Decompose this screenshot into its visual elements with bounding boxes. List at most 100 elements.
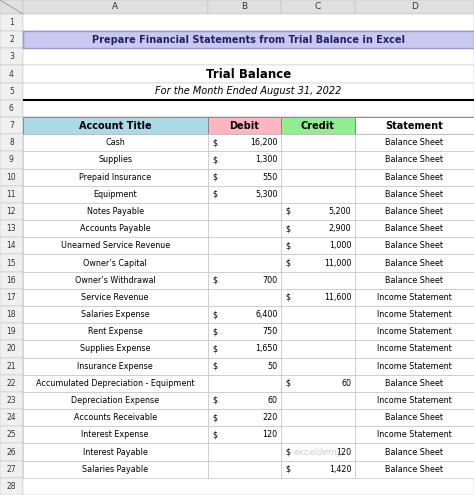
- FancyBboxPatch shape: [23, 461, 208, 478]
- FancyBboxPatch shape: [281, 444, 355, 461]
- Text: Income Statement: Income Statement: [377, 345, 452, 353]
- Text: Balance Sheet: Balance Sheet: [385, 190, 443, 199]
- FancyBboxPatch shape: [208, 254, 281, 272]
- FancyBboxPatch shape: [208, 134, 281, 151]
- Text: 16,200: 16,200: [250, 138, 278, 147]
- Text: Supplies Expense: Supplies Expense: [80, 345, 150, 353]
- Text: Balance Sheet: Balance Sheet: [385, 447, 443, 456]
- FancyBboxPatch shape: [23, 186, 208, 203]
- FancyBboxPatch shape: [23, 134, 208, 151]
- FancyBboxPatch shape: [281, 168, 355, 186]
- Text: $: $: [212, 345, 218, 353]
- Text: Rent Expense: Rent Expense: [88, 327, 143, 336]
- Text: A: A: [112, 2, 118, 11]
- FancyBboxPatch shape: [0, 100, 23, 117]
- FancyBboxPatch shape: [23, 168, 474, 186]
- Text: Accounts Receivable: Accounts Receivable: [73, 413, 157, 422]
- Text: Income Statement: Income Statement: [377, 396, 452, 405]
- FancyBboxPatch shape: [0, 461, 23, 478]
- FancyBboxPatch shape: [281, 134, 355, 151]
- Text: Insurance Expense: Insurance Expense: [77, 362, 153, 371]
- Text: Income Statement: Income Statement: [377, 430, 452, 440]
- Text: 15: 15: [7, 258, 16, 267]
- Text: 5,300: 5,300: [255, 190, 278, 199]
- FancyBboxPatch shape: [0, 254, 23, 272]
- Text: Balance Sheet: Balance Sheet: [385, 155, 443, 164]
- FancyBboxPatch shape: [281, 151, 355, 168]
- FancyBboxPatch shape: [23, 168, 208, 186]
- FancyBboxPatch shape: [208, 426, 281, 444]
- Text: Interest Payable: Interest Payable: [83, 447, 147, 456]
- Text: 6,400: 6,400: [255, 310, 278, 319]
- FancyBboxPatch shape: [23, 375, 474, 392]
- FancyBboxPatch shape: [281, 186, 355, 203]
- FancyBboxPatch shape: [281, 117, 355, 134]
- FancyBboxPatch shape: [0, 289, 23, 306]
- FancyBboxPatch shape: [0, 203, 23, 220]
- FancyBboxPatch shape: [355, 168, 474, 186]
- FancyBboxPatch shape: [23, 461, 474, 478]
- FancyBboxPatch shape: [23, 0, 208, 14]
- Text: Salaries Expense: Salaries Expense: [81, 310, 149, 319]
- FancyBboxPatch shape: [23, 341, 208, 357]
- FancyBboxPatch shape: [23, 306, 474, 323]
- Text: 25: 25: [7, 430, 16, 440]
- FancyBboxPatch shape: [0, 323, 23, 341]
- FancyBboxPatch shape: [281, 237, 355, 254]
- FancyBboxPatch shape: [23, 392, 474, 409]
- Text: 12: 12: [7, 207, 16, 216]
- Text: Owner’s Withdrawal: Owner’s Withdrawal: [75, 276, 155, 285]
- FancyBboxPatch shape: [281, 272, 355, 289]
- Text: 21: 21: [7, 362, 16, 371]
- Text: Balance Sheet: Balance Sheet: [385, 465, 443, 474]
- FancyBboxPatch shape: [208, 117, 281, 134]
- Text: 11: 11: [7, 190, 16, 199]
- Text: 14: 14: [7, 242, 16, 250]
- Text: Salaries Payable: Salaries Payable: [82, 465, 148, 474]
- FancyBboxPatch shape: [0, 151, 23, 168]
- Text: 1,420: 1,420: [329, 465, 351, 474]
- Text: Balance Sheet: Balance Sheet: [385, 224, 443, 233]
- FancyBboxPatch shape: [0, 341, 23, 357]
- FancyBboxPatch shape: [23, 341, 474, 357]
- Text: Balance Sheet: Balance Sheet: [385, 138, 443, 147]
- FancyBboxPatch shape: [281, 357, 355, 375]
- FancyBboxPatch shape: [355, 237, 474, 254]
- FancyBboxPatch shape: [208, 203, 281, 220]
- FancyBboxPatch shape: [23, 478, 474, 495]
- FancyBboxPatch shape: [208, 0, 281, 14]
- FancyBboxPatch shape: [23, 357, 208, 375]
- FancyBboxPatch shape: [23, 48, 474, 65]
- FancyBboxPatch shape: [23, 272, 474, 289]
- Text: D: D: [411, 2, 418, 11]
- Text: 17: 17: [7, 293, 16, 302]
- Text: 5: 5: [9, 87, 14, 96]
- FancyBboxPatch shape: [23, 409, 208, 426]
- FancyBboxPatch shape: [355, 444, 474, 461]
- Text: 120: 120: [336, 447, 351, 456]
- FancyBboxPatch shape: [208, 272, 281, 289]
- Text: Income Statement: Income Statement: [377, 310, 452, 319]
- Text: 2: 2: [9, 35, 14, 44]
- Text: 50: 50: [268, 362, 278, 371]
- FancyBboxPatch shape: [208, 375, 281, 392]
- FancyBboxPatch shape: [0, 83, 23, 100]
- FancyBboxPatch shape: [23, 254, 208, 272]
- Text: For the Month Ended August 31, 2022: For the Month Ended August 31, 2022: [155, 86, 342, 96]
- Text: Income Statement: Income Statement: [377, 327, 452, 336]
- FancyBboxPatch shape: [23, 100, 474, 117]
- FancyBboxPatch shape: [355, 392, 474, 409]
- Text: 23: 23: [7, 396, 16, 405]
- FancyBboxPatch shape: [0, 48, 23, 65]
- FancyBboxPatch shape: [23, 323, 208, 341]
- Text: Service Revenue: Service Revenue: [82, 293, 149, 302]
- Text: 11,600: 11,600: [324, 293, 351, 302]
- FancyBboxPatch shape: [23, 409, 474, 426]
- FancyBboxPatch shape: [0, 168, 23, 186]
- Text: Statement: Statement: [385, 121, 443, 131]
- FancyBboxPatch shape: [208, 168, 281, 186]
- FancyBboxPatch shape: [23, 426, 474, 444]
- Text: Income Statement: Income Statement: [377, 362, 452, 371]
- FancyBboxPatch shape: [208, 461, 281, 478]
- FancyBboxPatch shape: [281, 461, 355, 478]
